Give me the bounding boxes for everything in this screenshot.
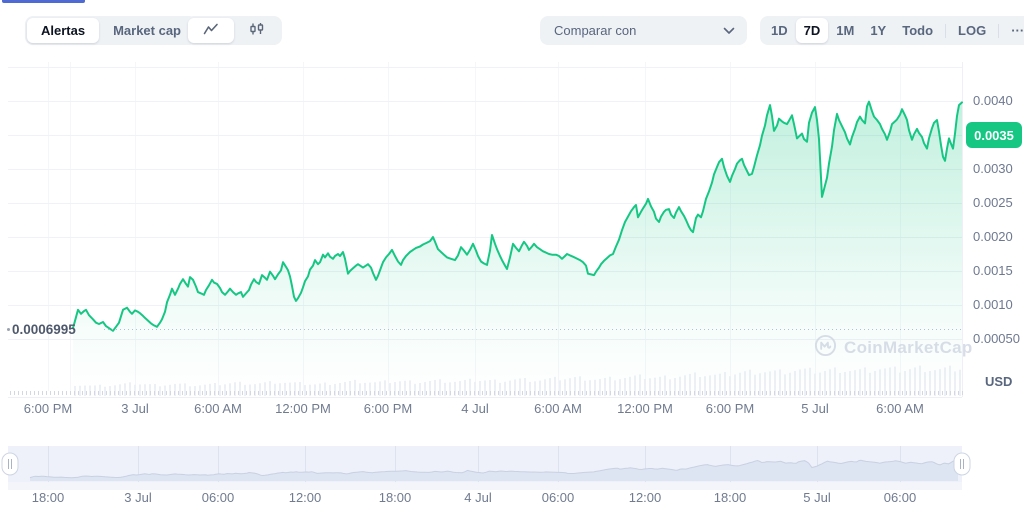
x-axis-tick-label: 6:00 PM xyxy=(23,401,73,416)
toolbar-divider xyxy=(998,23,1000,38)
range-selector: 1D 7D 1M 1Y Todo LOG ··· xyxy=(760,16,1024,45)
navigator-tick-label: 06:00 xyxy=(883,490,917,505)
range-1d-button[interactable]: 1D xyxy=(763,18,796,43)
tab-alertas[interactable]: Alertas xyxy=(27,18,100,43)
candlestick-chart-icon xyxy=(249,22,265,39)
watermark-text: CoinMarketCap xyxy=(844,338,973,357)
range-1m-button[interactable]: 1M xyxy=(828,18,862,43)
log-scale-button[interactable]: LOG xyxy=(950,18,994,43)
y-axis-tick-label: 0.0040 xyxy=(973,93,1013,108)
chart-type-switch xyxy=(186,16,282,45)
navigator-handle-left[interactable] xyxy=(1,452,19,476)
toolbar-divider xyxy=(945,23,947,38)
tab-market-cap[interactable]: Market cap xyxy=(99,18,195,43)
x-axis-tick-label: 6:00 PM xyxy=(363,401,413,416)
start-price-label: 0.0006995 xyxy=(12,321,76,337)
navigator-tick-label: 18:00 xyxy=(31,490,65,505)
x-axis-tick-label: 4 Jul xyxy=(461,401,489,416)
range-todo-button[interactable]: Todo xyxy=(894,18,941,43)
navigator-tick-label: 12:00 xyxy=(628,490,662,505)
price-area-fill xyxy=(73,101,962,392)
chart-mode-switch: Alertas Market cap xyxy=(25,16,197,45)
candlestick-chart-type-button[interactable] xyxy=(234,18,280,43)
x-axis-tick-label: 3 Jul xyxy=(121,401,149,416)
x-axis-tick-label: 12:00 PM xyxy=(275,401,331,416)
more-options-button[interactable]: ··· xyxy=(1003,18,1024,43)
x-axis-tick-row xyxy=(10,391,963,395)
navigator-area-outline xyxy=(29,459,959,479)
navigator-tick-label: 3 Jul xyxy=(124,490,152,505)
x-axis-tick-label: 6:00 AM xyxy=(194,401,242,416)
compare-with-select[interactable]: Comparar con xyxy=(540,16,747,45)
range-7d-button[interactable]: 7D xyxy=(795,18,829,43)
navigator-tick-label: 5 Jul xyxy=(803,490,831,505)
x-axis-tick-label: 6:00 AM xyxy=(534,401,582,416)
navigator-axis-strip xyxy=(8,482,962,490)
y-axis-tick-label: 0.0030 xyxy=(973,161,1013,176)
active-tab-underline xyxy=(2,0,85,3)
y-axis-tick-label: 0.0010 xyxy=(973,297,1013,312)
compare-with-label: Comparar con xyxy=(554,23,637,38)
navigator-tick-label: 06:00 xyxy=(201,490,235,505)
start-price-dot xyxy=(7,327,10,331)
x-axis-tick-label: 6:00 PM xyxy=(705,401,755,416)
navigator-tick-label: 12:00 xyxy=(288,490,322,505)
y-axis-tick-label: 0.0015 xyxy=(973,263,1013,278)
current-price-badge: 0.0035 xyxy=(966,122,1022,148)
price-line-series xyxy=(72,100,963,332)
line-chart-icon xyxy=(203,22,219,39)
y-axis-tick-label: 0.0025 xyxy=(973,195,1013,210)
range-1y-button[interactable]: 1Y xyxy=(862,18,894,43)
line-chart-type-button[interactable] xyxy=(188,18,234,43)
x-axis-tick-label: 6:00 AM xyxy=(876,401,924,416)
x-axis-tick-label: 12:00 PM xyxy=(617,401,673,416)
navigator-tick-label: 18:00 xyxy=(378,490,412,505)
chevron-down-icon xyxy=(723,22,735,40)
x-axis-tick-label: 5 Jul xyxy=(801,401,829,416)
y-axis-tick-label: 0.0020 xyxy=(973,229,1013,244)
navigator-tick-label: 4 Jul xyxy=(464,490,492,505)
y-axis-tick-label: 0.00050 xyxy=(973,331,1020,346)
navigator-handle-right[interactable] xyxy=(953,452,971,476)
y-axis-unit-label: USD xyxy=(985,374,1013,389)
navigator-tick-label: 06:00 xyxy=(541,490,575,505)
coinmarketcap-watermark: CoinMarketCap xyxy=(814,334,973,362)
navigator-tick-label: 18:00 xyxy=(713,490,747,505)
coinmarketcap-logo xyxy=(814,334,837,362)
